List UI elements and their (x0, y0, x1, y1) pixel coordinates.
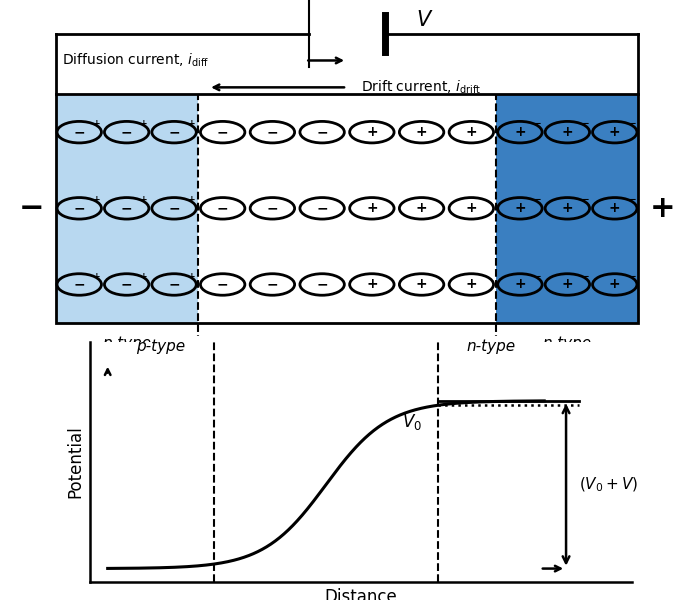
Text: n-type: n-type (543, 336, 592, 351)
Text: +: + (187, 272, 195, 281)
Text: +: + (561, 125, 573, 139)
X-axis label: Distance: Distance (325, 587, 397, 600)
Text: +: + (187, 119, 195, 128)
Text: Drift current, $i_\mathrm{drift}$: Drift current, $i_\mathrm{drift}$ (361, 79, 481, 96)
Text: −: − (121, 202, 133, 215)
Text: +: + (466, 277, 477, 292)
Text: +: + (609, 277, 620, 292)
Text: +: + (514, 202, 526, 215)
Text: −: − (316, 125, 328, 139)
Text: +: + (366, 202, 378, 215)
Text: +: + (466, 202, 477, 215)
Text: +: + (416, 202, 428, 215)
Text: −: − (217, 202, 228, 215)
Text: +: + (93, 272, 101, 281)
Text: −: − (266, 202, 278, 215)
Bar (496, 94, 638, 323)
Text: −: − (19, 194, 44, 223)
Text: −: − (581, 119, 589, 128)
Text: −: − (581, 272, 589, 281)
Text: −: − (534, 272, 541, 281)
Text: −: − (74, 125, 85, 139)
Text: +: + (140, 119, 148, 128)
Text: +: + (561, 202, 573, 215)
Text: −: − (217, 277, 228, 292)
Text: −: − (316, 202, 328, 215)
Text: −: − (168, 277, 180, 292)
Text: +: + (366, 125, 378, 139)
Text: +: + (466, 125, 477, 139)
Text: +: + (416, 277, 428, 292)
Text: +: + (609, 202, 620, 215)
Text: −: − (534, 196, 541, 205)
Text: −: − (121, 277, 133, 292)
Text: −: − (628, 272, 636, 281)
Text: +: + (366, 277, 378, 292)
Text: p-type: p-type (102, 336, 151, 351)
Text: −: − (266, 277, 278, 292)
Text: −: − (628, 196, 636, 205)
Text: +: + (140, 196, 148, 205)
Text: −: − (534, 119, 541, 128)
Text: −: − (121, 125, 133, 139)
Text: p-type: p-type (137, 339, 185, 354)
Text: +: + (514, 125, 526, 139)
Text: −: − (74, 277, 85, 292)
Y-axis label: Potential: Potential (67, 425, 85, 499)
Bar (198, 94, 496, 323)
Text: +: + (187, 196, 195, 205)
Text: +: + (93, 196, 101, 205)
Bar (56, 94, 198, 323)
Text: Diffusion current, $i_\mathrm{diff}$: Diffusion current, $i_\mathrm{diff}$ (62, 52, 210, 69)
Text: n-type: n-type (466, 339, 516, 354)
Text: −: − (266, 125, 278, 139)
Text: +: + (93, 119, 101, 128)
Text: −: − (74, 202, 85, 215)
Text: +: + (514, 277, 526, 292)
Text: $(V_0+V)$: $(V_0+V)$ (579, 476, 638, 494)
Text: −: − (316, 277, 328, 292)
Text: −: − (168, 125, 180, 139)
Text: +: + (650, 194, 675, 223)
Bar (56, 94, 638, 323)
Text: −: − (217, 125, 228, 139)
Text: −: − (628, 119, 636, 128)
Text: $V_0$: $V_0$ (403, 412, 423, 432)
Text: +: + (416, 125, 428, 139)
Text: −: − (168, 202, 180, 215)
Text: V: V (416, 10, 431, 30)
Text: −: − (581, 196, 589, 205)
Text: +: + (609, 125, 620, 139)
Text: +: + (140, 272, 148, 281)
Text: +: + (561, 277, 573, 292)
